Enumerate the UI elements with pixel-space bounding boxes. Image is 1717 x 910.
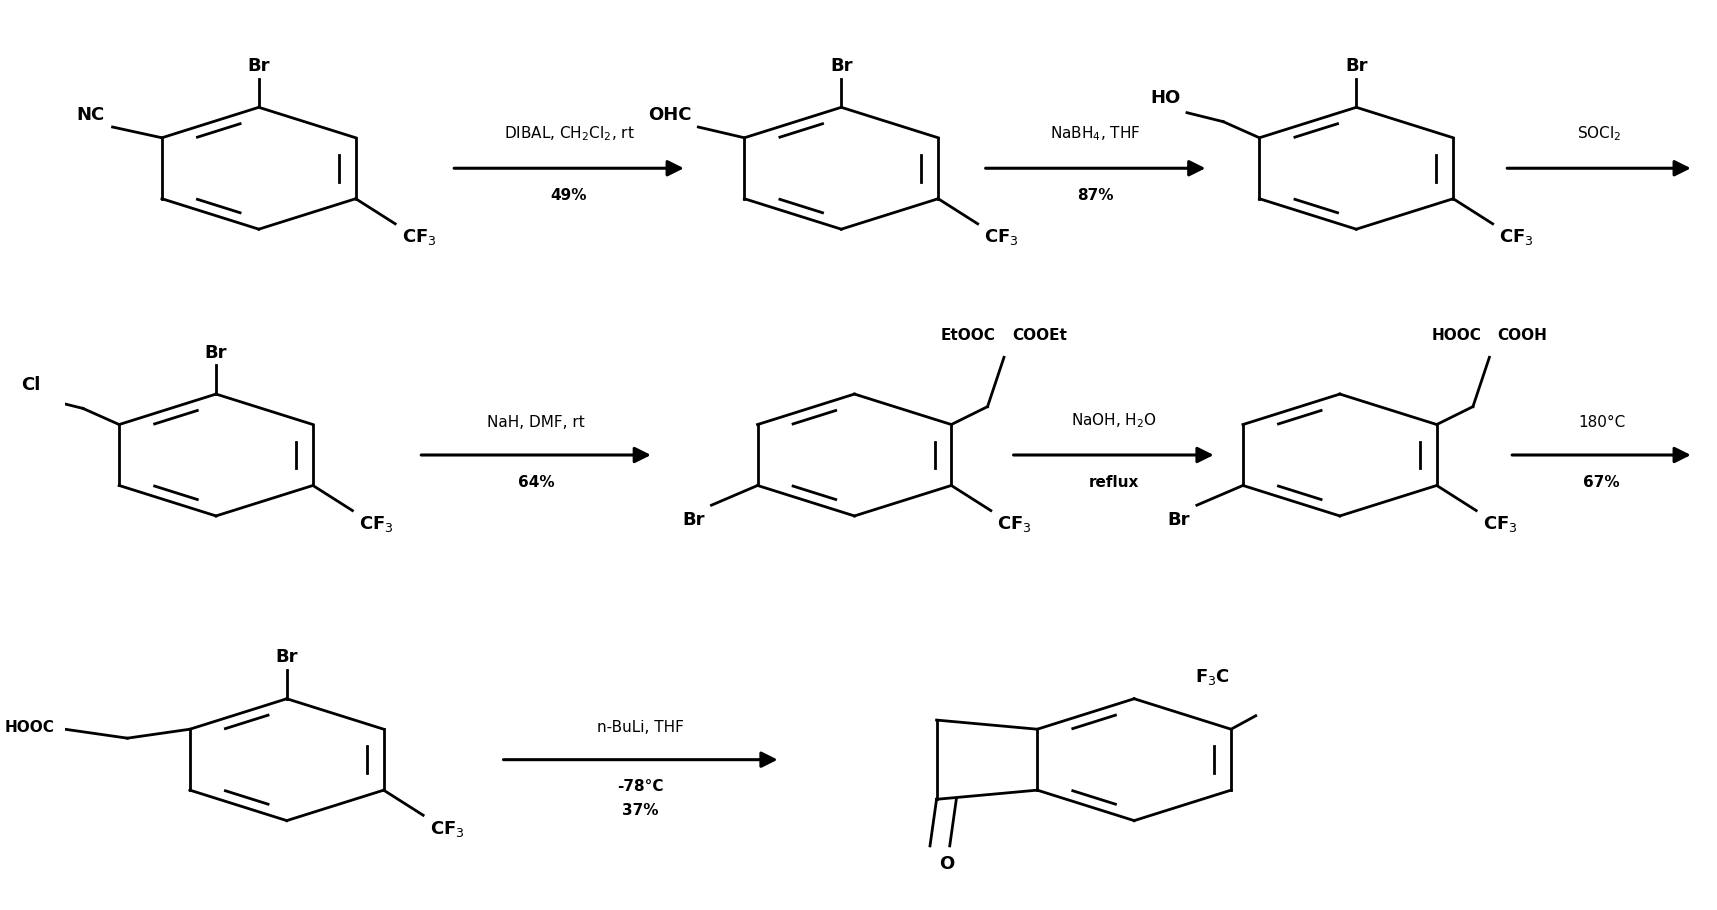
- Text: -78°C: -78°C: [618, 779, 664, 794]
- Text: Br: Br: [1344, 57, 1367, 75]
- Text: CF$_3$: CF$_3$: [984, 228, 1018, 248]
- Text: n-BuLi, THF: n-BuLi, THF: [598, 720, 683, 734]
- Text: NaOH, H$_2$O: NaOH, H$_2$O: [1071, 411, 1157, 430]
- Text: Br: Br: [275, 649, 299, 666]
- Text: NaH, DMF, rt: NaH, DMF, rt: [488, 415, 585, 430]
- Text: 67%: 67%: [1583, 475, 1619, 490]
- Text: O: O: [939, 854, 955, 873]
- Text: 37%: 37%: [622, 803, 659, 818]
- Text: reflux: reflux: [1089, 475, 1138, 490]
- Text: OHC: OHC: [649, 106, 692, 125]
- Text: Br: Br: [247, 57, 270, 75]
- Text: CF$_3$: CF$_3$: [359, 514, 393, 534]
- Text: EtOOC: EtOOC: [941, 328, 996, 343]
- Text: HO: HO: [1150, 89, 1180, 107]
- Text: CF$_3$: CF$_3$: [402, 228, 436, 248]
- Text: NC: NC: [76, 106, 105, 125]
- Text: F$_3$C: F$_3$C: [1195, 667, 1231, 687]
- Text: HOOC: HOOC: [5, 720, 55, 735]
- Text: 180°C: 180°C: [1578, 415, 1624, 430]
- Text: Br: Br: [829, 57, 853, 75]
- Text: CF$_3$: CF$_3$: [1499, 228, 1533, 248]
- Text: NaBH$_4$, THF: NaBH$_4$, THF: [1051, 125, 1140, 143]
- Text: 87%: 87%: [1077, 188, 1114, 203]
- Text: Br: Br: [1168, 511, 1190, 529]
- Text: Br: Br: [204, 344, 227, 362]
- Text: CF$_3$: CF$_3$: [429, 819, 464, 839]
- Text: 64%: 64%: [519, 475, 555, 490]
- Text: 49%: 49%: [551, 188, 587, 203]
- Text: Cl: Cl: [21, 376, 39, 394]
- Text: CF$_3$: CF$_3$: [1483, 514, 1518, 534]
- Text: SOCl$_2$: SOCl$_2$: [1576, 125, 1621, 143]
- Text: HOOC: HOOC: [1432, 328, 1482, 343]
- Text: CF$_3$: CF$_3$: [998, 514, 1032, 534]
- Text: COOEt: COOEt: [1013, 328, 1066, 343]
- Text: Br: Br: [682, 511, 706, 529]
- Text: COOH: COOH: [1497, 328, 1547, 343]
- Text: DIBAL, CH$_2$Cl$_2$, rt: DIBAL, CH$_2$Cl$_2$, rt: [503, 125, 634, 143]
